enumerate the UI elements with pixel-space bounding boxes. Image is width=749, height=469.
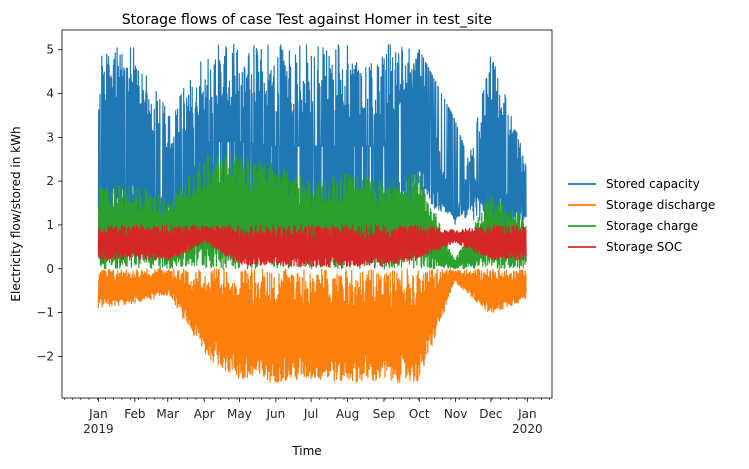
legend-label: Storage charge	[606, 219, 698, 233]
x-tick-label: Apr	[194, 407, 215, 421]
x-tick-label: Aug	[336, 407, 359, 421]
x-tick-label: Jan	[517, 407, 537, 421]
x-tick-label: Mar	[156, 407, 179, 421]
y-tick-label: 0	[46, 262, 54, 276]
x-tick-label: Feb	[124, 407, 145, 421]
x-tick-year-label: 2020	[512, 422, 543, 436]
y-tick-label: 2	[46, 174, 54, 188]
series-layer	[97, 43, 527, 384]
x-tick-label: May	[227, 407, 252, 421]
series-line-1	[97, 268, 527, 384]
legend: Stored capacity Storage discharge Storage …	[568, 177, 715, 254]
x-tick-year-label: 2019	[83, 422, 114, 436]
y-tick-label: 1	[46, 218, 54, 232]
x-tick-label: Dec	[479, 407, 502, 421]
x-axis-title: Time	[291, 444, 321, 458]
x-tick-label: Jul	[303, 407, 318, 421]
x-tick-label: Jun	[265, 407, 285, 421]
legend-label: Storage discharge	[606, 198, 715, 212]
y-tick-label: −2	[36, 349, 54, 363]
x-tick-label: Oct	[409, 407, 430, 421]
series-line-3	[97, 224, 527, 268]
y-axis-title: Electricity flow/stored in kWh	[9, 126, 23, 301]
legend-label: Storage SOC	[606, 240, 682, 254]
x-tick-label: Jan	[88, 407, 108, 421]
y-tick-label: 4	[46, 87, 54, 101]
x-tick-label: Nov	[444, 407, 467, 421]
y-tick-label: 5	[46, 43, 54, 57]
y-tick-label: −1	[36, 306, 54, 320]
y-tick-label: 3	[46, 130, 54, 144]
legend-label: Stored capacity	[606, 177, 700, 191]
chart-title: Storage flows of case Test against Homer…	[122, 12, 492, 28]
plot-frame	[61, 29, 553, 399]
x-tick-label: Sep	[373, 407, 396, 421]
y-axis: −2 −1 0 1 2 3 4 5	[36, 43, 62, 363]
